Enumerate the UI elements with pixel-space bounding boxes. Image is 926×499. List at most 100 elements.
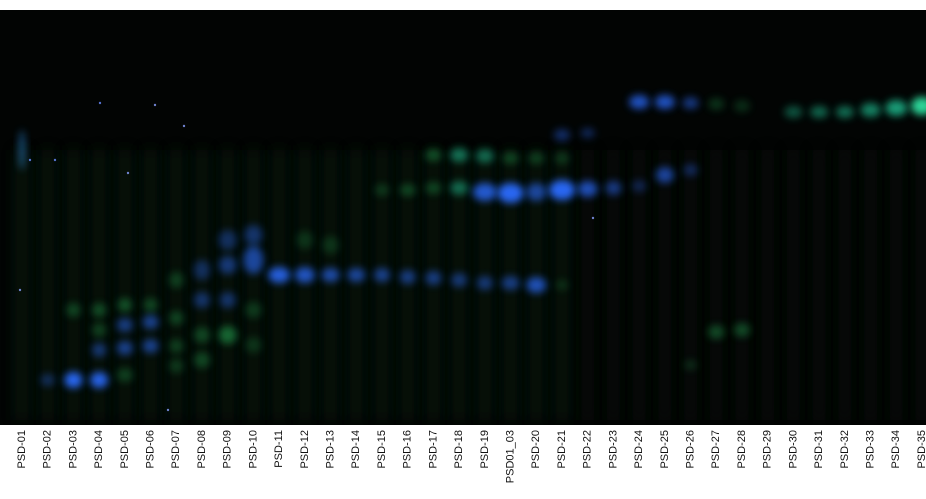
spot — [323, 236, 339, 254]
spot — [578, 181, 598, 197]
speck — [99, 102, 101, 104]
spot — [629, 95, 649, 109]
spot — [656, 167, 674, 183]
spot — [684, 164, 698, 176]
spot — [476, 149, 494, 163]
lane-streak — [221, 150, 235, 420]
spot — [118, 298, 132, 312]
speck — [592, 217, 594, 219]
spot — [295, 267, 315, 283]
lane-label: PSD-14 — [350, 430, 362, 469]
spot — [245, 337, 261, 353]
lane-label: PSD-25 — [659, 430, 671, 469]
spot — [555, 152, 569, 164]
lane-streak — [324, 150, 338, 420]
spot — [117, 341, 133, 355]
speck — [29, 159, 31, 161]
spot — [347, 268, 365, 282]
spot — [784, 106, 802, 118]
spot — [92, 303, 106, 317]
speck — [167, 409, 169, 411]
spot — [734, 323, 750, 337]
spot — [64, 372, 82, 388]
lane-label: PSD-19 — [479, 430, 491, 469]
spot — [143, 315, 159, 329]
spot — [836, 106, 854, 118]
spot — [581, 128, 595, 138]
lane-streak — [272, 150, 286, 420]
lane-label: PSD-17 — [427, 430, 439, 469]
lane-label: PSD-35 — [916, 430, 926, 469]
lane-label: PSD-06 — [144, 430, 156, 469]
spot — [503, 152, 519, 164]
spot — [526, 183, 546, 201]
spot — [169, 272, 183, 288]
spot — [92, 343, 106, 357]
spot — [526, 277, 546, 293]
spot — [243, 246, 263, 274]
lane-streak — [658, 150, 672, 420]
lane-label: PSD-33 — [864, 430, 876, 469]
lane-streak — [684, 150, 698, 420]
spot — [885, 100, 907, 116]
spot — [169, 359, 183, 373]
spot — [219, 326, 237, 344]
speck — [127, 172, 129, 174]
lane-label: PSD01_03 — [504, 430, 516, 483]
spot — [450, 181, 468, 195]
lane-label: PSD-18 — [453, 430, 465, 469]
spot — [297, 231, 313, 249]
spot — [117, 368, 133, 382]
lane-label: PSD-08 — [196, 430, 208, 469]
spot — [451, 273, 467, 287]
lane-label: PSD-05 — [119, 430, 131, 469]
lane-label: PSD-12 — [299, 430, 311, 469]
spot — [92, 323, 106, 337]
speck — [19, 289, 21, 291]
page: PSD-01PSD-02PSD-03PSD-04PSD-05PSD-06PSD-… — [0, 0, 926, 499]
spot — [498, 183, 524, 203]
lane-label: PSD-32 — [839, 430, 851, 469]
spot — [400, 270, 416, 284]
lane-label: PSD-31 — [813, 430, 825, 469]
lane-streak — [838, 150, 852, 420]
lane-label: PSD-27 — [710, 430, 722, 469]
spot — [556, 280, 568, 290]
tlc-figure: PSD-01PSD-02PSD-03PSD-04PSD-05PSD-06PSD-… — [0, 0, 926, 499]
lane-label: PSD-01 — [16, 430, 28, 469]
spot — [473, 183, 497, 201]
speck — [154, 104, 156, 106]
lane-label: PSD-07 — [170, 430, 182, 469]
lane-streak — [735, 150, 749, 420]
speck — [54, 159, 56, 161]
spot — [66, 303, 80, 317]
lane-label: PSD-10 — [247, 430, 259, 469]
lane-streak — [812, 150, 826, 420]
spot — [19, 130, 25, 170]
spot — [219, 230, 237, 250]
spot — [117, 318, 133, 332]
lane-label: PSD-29 — [762, 430, 774, 469]
spot — [90, 372, 108, 388]
lane-label: PSD-34 — [890, 430, 902, 469]
lane-streak — [915, 150, 926, 420]
lane-streak — [864, 150, 878, 420]
lane-label: PSD-13 — [324, 430, 336, 469]
spot — [708, 325, 724, 339]
lane-label: PSD-30 — [787, 430, 799, 469]
lane-label: PSD-02 — [42, 430, 54, 469]
spot — [425, 149, 441, 161]
spot — [683, 97, 699, 109]
spot — [685, 360, 697, 370]
lane-label: PSD-22 — [582, 430, 594, 469]
spot — [143, 339, 159, 353]
lane-label: PSD-04 — [93, 430, 105, 469]
spot — [554, 129, 570, 141]
lane-label: PSD-28 — [736, 430, 748, 469]
spot — [322, 268, 340, 282]
spot — [374, 268, 390, 282]
lane-streak — [349, 150, 363, 420]
lane-label: PSD-23 — [607, 430, 619, 469]
lane-streak — [761, 150, 775, 420]
spot — [655, 95, 675, 109]
